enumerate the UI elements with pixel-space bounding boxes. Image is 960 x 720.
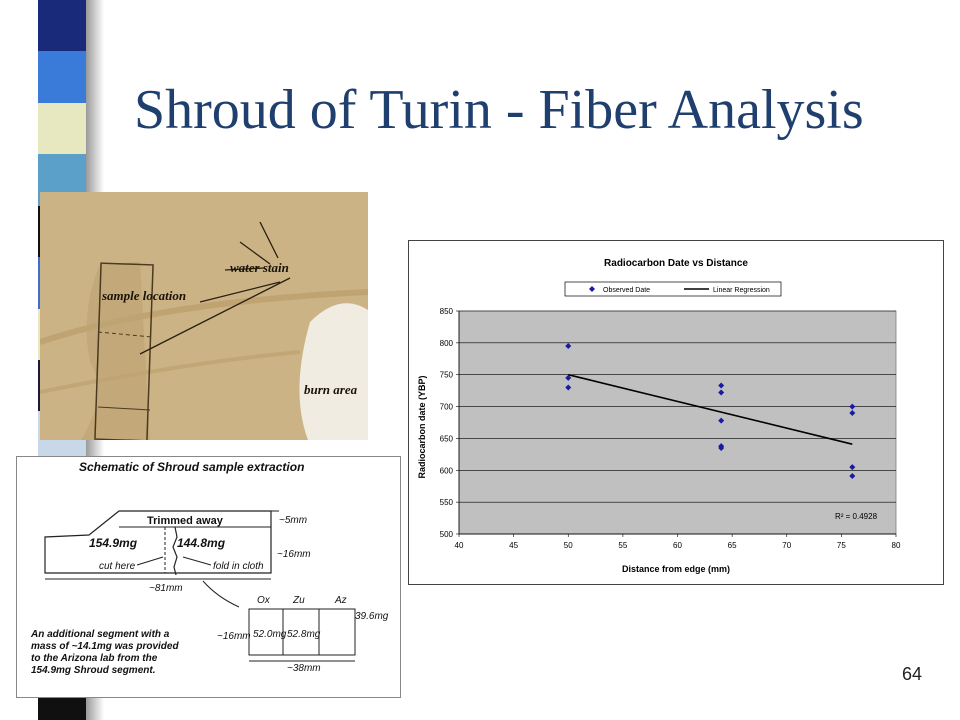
data-point	[849, 403, 856, 410]
shroud-photo: water stain sample location burn area	[40, 192, 368, 440]
y-tick-label: 600	[440, 466, 454, 475]
schematic-title: Schematic of Shroud sample extraction	[79, 460, 304, 474]
data-point	[718, 389, 725, 396]
mass-52-8mg: 52.8mg	[287, 629, 321, 640]
y-axis-label: Radiocarbon date (YBP)	[417, 375, 427, 478]
regression-line	[568, 373, 853, 445]
chart-legend: Observed Date Linear Regression	[564, 281, 782, 297]
radiocarbon-chart: Radiocarbon Date vs Distance Observed Da…	[408, 240, 944, 585]
data-point	[718, 382, 725, 389]
page-number: 64	[902, 664, 923, 684]
label-water-stain: water stain	[230, 260, 289, 275]
label-cut-here: cut here	[99, 561, 136, 572]
dim-81mm: ~81mm	[149, 583, 183, 594]
mass-144-8mg: 144.8mg	[177, 536, 226, 550]
x-tick-label: 50	[564, 541, 573, 550]
mass-52-0mg: 52.0mg	[253, 629, 287, 640]
legend-label-observed: Observed Date	[603, 287, 650, 294]
data-point	[849, 409, 856, 416]
lab-ox: Ox	[257, 595, 271, 606]
legend-marker-observed	[589, 286, 595, 292]
y-tick-label: 500	[440, 530, 454, 539]
x-tick-label: 45	[509, 541, 518, 550]
y-tick-label: 650	[440, 434, 454, 443]
y-tick-label: 800	[440, 339, 454, 348]
slide-title: Shroud of Turin - Fiber Analysis	[134, 79, 864, 141]
data-point	[718, 444, 725, 451]
dim-16mm-b: ~16mm	[217, 631, 251, 642]
label-burn-area: burn area	[304, 382, 358, 397]
legend-label-regression: Linear Regression	[713, 287, 770, 294]
dim-5mm: ~5mm	[279, 515, 307, 526]
mass-39-6mg: 39.6mg	[355, 611, 389, 622]
data-point	[718, 417, 725, 424]
x-tick-label: 40	[455, 541, 464, 550]
x-tick-label: 65	[728, 541, 737, 550]
data-point	[565, 384, 572, 391]
plot-area	[458, 310, 897, 535]
y-tick-label: 700	[440, 403, 454, 412]
mass-154-9mg: 154.9mg	[89, 536, 138, 550]
dim-38mm: ~38mm	[287, 663, 321, 674]
data-point	[849, 464, 856, 471]
data-point	[849, 473, 856, 480]
x-tick-label: 55	[618, 541, 627, 550]
x-tick-label: 75	[837, 541, 846, 550]
x-tick-label: 60	[673, 541, 682, 550]
y-tick-label: 550	[440, 498, 454, 507]
label-fold-in-cloth: fold in cloth	[213, 561, 264, 572]
stripe-segment	[38, 51, 86, 103]
y-tick-label: 750	[440, 371, 454, 380]
x-tick-label: 80	[892, 541, 901, 550]
stripe-segment	[38, 0, 86, 52]
note-line-4: 154.9mg Shroud segment.	[31, 665, 155, 676]
schematic-drawing: Schematic of Shroud sample extraction Tr…	[30, 460, 389, 676]
r-squared-annotation: R² = 0.4928	[835, 512, 878, 521]
stripe-segment	[38, 102, 86, 155]
note-line-3: to the Arizona lab from the	[31, 653, 158, 664]
x-axis-label: Distance from edge (mm)	[622, 564, 730, 574]
label-sample-location: sample location	[101, 288, 186, 303]
note-line-1: An additional segment with a	[30, 629, 170, 640]
dim-16mm: ~16mm	[277, 549, 311, 560]
note-line-2: mass of ~14.1mg was provided	[31, 641, 179, 652]
lab-az: Az	[334, 595, 347, 606]
chart-svg: Radiocarbon Date vs Distance Observed Da…	[417, 258, 901, 574]
data-point	[565, 343, 572, 350]
y-tick-label: 850	[440, 307, 454, 316]
x-tick-label: 70	[782, 541, 791, 550]
shroud-photo-illustration: water stain sample location burn area	[40, 192, 368, 440]
data-point	[565, 374, 572, 381]
chart-title: Radiocarbon Date vs Distance	[604, 258, 748, 269]
label-trimmed-away: Trimmed away	[147, 515, 224, 527]
lab-zu: Zu	[292, 595, 305, 606]
sample-extraction-schematic: Schematic of Shroud sample extraction Tr…	[16, 456, 401, 698]
